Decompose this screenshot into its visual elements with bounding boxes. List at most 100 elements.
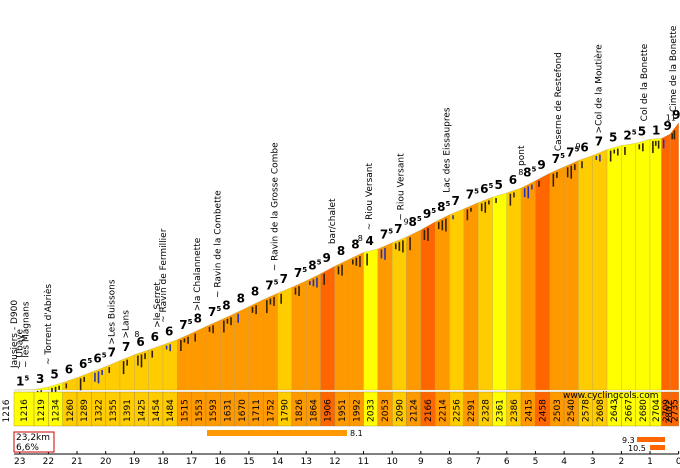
grade-label-34: 6 — [509, 173, 517, 187]
altitude-label-45: 2709 — [662, 399, 672, 422]
grade-segment-34 — [506, 187, 522, 391]
grade-segment-1 — [33, 386, 49, 391]
grade-label-4: 65 — [79, 357, 92, 371]
grade-segment-40 — [592, 149, 608, 391]
grade-label-3: 6 — [65, 363, 73, 377]
axis-tick-label-3: 20 — [100, 457, 112, 467]
annotation-2: ~ les Magnans — [21, 301, 31, 368]
grade-label-15: 8 — [237, 292, 245, 306]
altitude-label-30: 2256 — [453, 399, 463, 422]
grade-label-30: 7 — [451, 194, 459, 208]
altitude-label-34: 2386 — [510, 399, 520, 422]
grade-label-29: 85 — [437, 200, 450, 214]
grade-segment-21 — [320, 265, 336, 391]
grade-segment-42 — [621, 143, 636, 391]
grade-segment-31 — [463, 202, 479, 391]
grade-label-43: 5 — [638, 124, 646, 138]
annotation-12: ~ Riou Versant — [365, 163, 375, 231]
annotation-13: ~ Riou Versant — [397, 153, 407, 221]
grade-label-1: 3 — [36, 372, 44, 386]
grade-label-5: 65 — [93, 352, 106, 366]
grade-label-25: 75 — [380, 228, 393, 242]
grade-segment-23 — [349, 252, 364, 391]
max-grade-marker-5: 11 — [666, 113, 676, 122]
grade-segment-36 — [535, 172, 550, 391]
axis-tick-label-11: 12 — [329, 457, 340, 467]
altitude-label-39: 2578 — [582, 399, 592, 422]
grade-segment-30 — [449, 208, 464, 391]
grade-segment-25 — [377, 242, 393, 391]
summary-distance: 23,2km — [16, 433, 50, 443]
axis-tick-label-7: 16 — [215, 457, 227, 467]
grade-segment-39 — [578, 155, 593, 391]
grade-segment-20 — [306, 273, 321, 391]
annotation-17: >Col de la Moutière — [593, 44, 604, 134]
grade-label-17: 75 — [265, 278, 278, 292]
altitude-label-5: 1322 — [95, 399, 105, 422]
axis-tick-label-9: 14 — [272, 457, 284, 467]
altitude-label-40: 2608 — [596, 399, 606, 422]
annotation-8: >la Chalannette — [193, 237, 203, 311]
axis-tick-label-8: 15 — [243, 457, 254, 467]
altitude-label-25: 2053 — [381, 399, 391, 422]
altitude-label-6: 1355 — [109, 399, 119, 422]
grade-segment-44 — [649, 138, 662, 391]
altitude-labels: 1216 1219 1234 1260 1289 1322 1355 1391 1425 1454… — [13, 391, 680, 427]
grade-segment-0 — [13, 389, 35, 391]
grade-label-31: 75 — [466, 188, 479, 202]
grade-segment-27 — [406, 229, 421, 391]
grade-label-24: 4 — [366, 234, 374, 248]
axis-tick-label-1: 22 — [43, 457, 54, 467]
max-grade-marker-2: 9 — [404, 218, 409, 227]
annotation-18: Col de la Bonette — [640, 43, 650, 121]
grade-label-39: 6 — [580, 140, 588, 154]
grade-segment-35 — [520, 180, 536, 391]
altitude-label-23: 1992 — [352, 399, 362, 422]
grade-label-40: 7 — [595, 135, 603, 149]
annotation-0: Jausiers - D900 — [10, 300, 20, 369]
grade-label-13: 75 — [208, 305, 221, 319]
grade-label-12: 8 — [194, 311, 202, 325]
grade-segment-3 — [62, 377, 78, 391]
steepest-bar-1 — [207, 430, 347, 436]
axis-tick-label-21: 2 — [619, 457, 625, 467]
grade-label-20: 85 — [308, 259, 321, 273]
axis-tick-label-13: 10 — [386, 457, 398, 467]
grade-label-41: 5 — [609, 131, 617, 145]
altitude-label-18: 1790 — [281, 399, 291, 422]
altitude-label-3: 1260 — [66, 399, 76, 422]
website-label[interactable]: www.cyclingcols.com — [563, 391, 658, 401]
altitude-label-1: 1219 — [37, 399, 47, 422]
grade-segment-26 — [392, 236, 407, 391]
altitude-label-43: 2680 — [639, 399, 649, 422]
grade-label-7: 7 — [122, 340, 130, 354]
grade-segments — [13, 122, 679, 391]
grade-label-23: 8 — [351, 237, 359, 251]
grade-segment-15 — [234, 306, 250, 391]
axis-tick-label-10: 13 — [301, 457, 312, 467]
altitude-label-12: 1553 — [195, 399, 205, 422]
altitude-label-28: 2166 — [424, 399, 434, 422]
altitude-label-7: 1391 — [123, 399, 133, 422]
altitude-label-36: 2458 — [539, 399, 549, 422]
annotation-4: >Les Buissons — [107, 279, 117, 344]
grade-label-45: 9 — [663, 119, 671, 133]
grade-segment-43 — [635, 139, 651, 391]
altitude-label-15: 1670 — [238, 399, 248, 422]
max-grade-marker-0: 8 — [134, 330, 139, 339]
axis-tick-label-0: 23 — [14, 457, 25, 467]
grade-label-42: 25 — [623, 128, 636, 142]
grade-label-28: 95 — [423, 207, 436, 221]
annotation-16: Caserne de Restefond — [554, 52, 564, 151]
altitude-label-33: 2361 — [496, 399, 506, 422]
grade-label-22: 8 — [337, 244, 345, 258]
grade-label-27: 85 — [409, 215, 422, 229]
altitude-label-16: 1711 — [252, 399, 262, 422]
grade-label-11: 75 — [179, 318, 192, 332]
annotation-11: bar/chalet — [328, 198, 338, 244]
axis-tick-label-12: 11 — [358, 457, 369, 467]
steepest-bar-3-label: 10.5 — [628, 444, 646, 453]
grade-segment-38 — [563, 160, 579, 391]
